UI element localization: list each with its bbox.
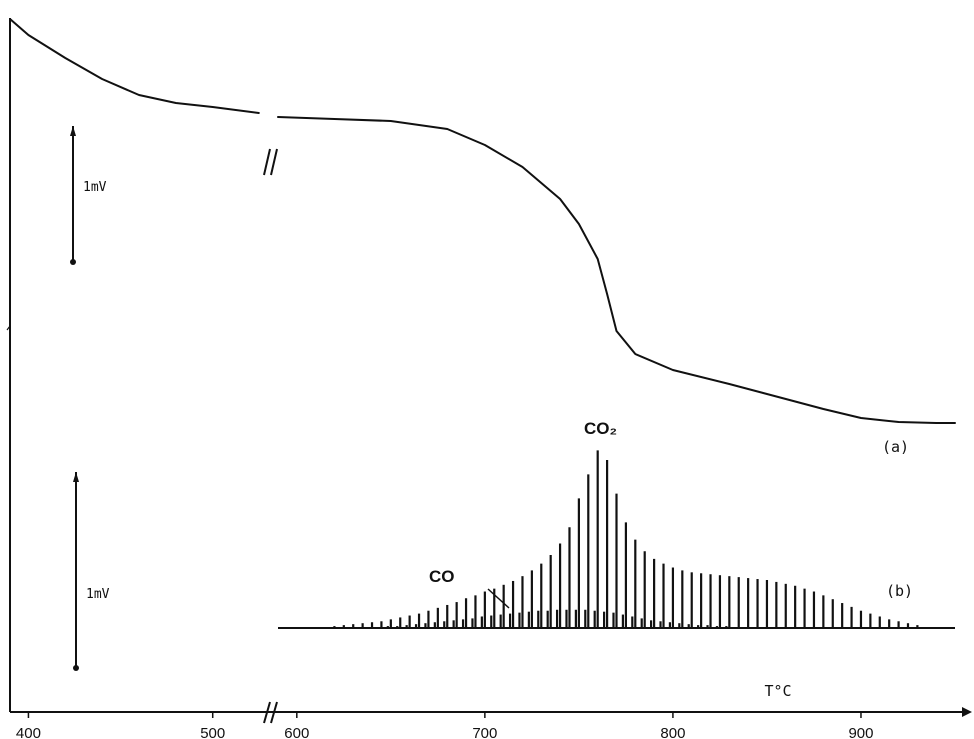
curve-a-label: (a) [882,438,909,456]
curve-b-group [278,450,955,629]
co2-label: CO₂ [584,419,617,438]
curve-a-break-mark [270,148,278,176]
scale-bar-b-bottom-dot [73,665,79,671]
scale-bar-b-label: 1mV [86,587,110,602]
x-tick-label: 900 [848,725,873,739]
x-tick-label: 400 [16,725,41,739]
x-tick-label: 700 [472,725,497,739]
curve-a-group [9,18,956,424]
scale-bars-group: 1mV 1mV [70,126,110,671]
curve-a-right-segment [277,116,956,424]
axes-group [6,18,972,717]
curve-a-left-segment [9,18,260,114]
x-axis-break-mark [270,701,278,724]
x-axis-arrow-icon [962,707,972,717]
co-label-leader-line [487,588,510,609]
scale-bar-a-top-arrow-icon [70,126,76,136]
x-tick-label: 500 [200,725,225,739]
y-axis-small-tick [6,325,11,331]
x-axis-title: T°C [764,682,791,700]
x-axis-break-mark [263,701,271,724]
scale-bar-a-label: 1mV [83,180,107,195]
scale-bar-b-top-arrow-icon [73,472,79,482]
curve-b-label: (b) [886,582,913,600]
curve-a-break-mark [263,148,271,176]
x-tick-label: 600 [284,725,309,739]
scale-bar-a-bottom-dot [70,259,76,265]
axis-break-group [263,148,278,724]
co-label: CO [429,567,455,586]
x-tick-label: 800 [660,725,685,739]
labels-group: T°C CO CO₂ (a) (b) [429,419,913,700]
x-ticks-group: 400 500 600 700 800 900 [16,712,873,739]
